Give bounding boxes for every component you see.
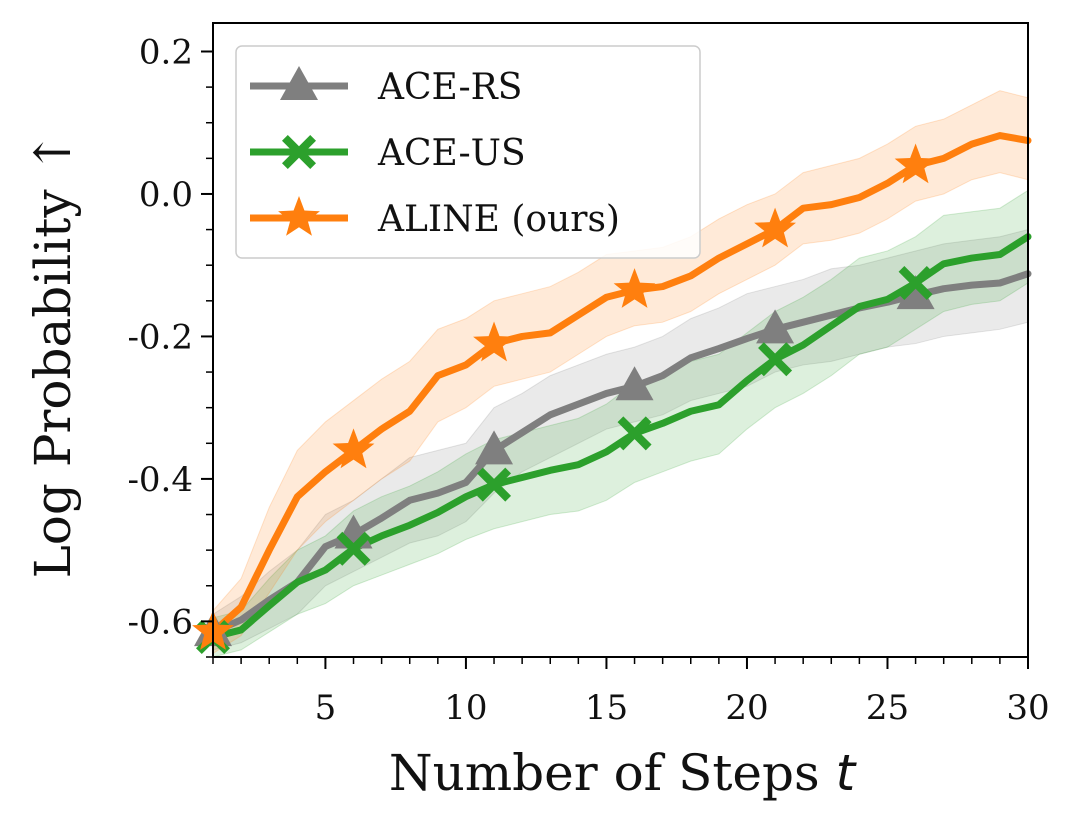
ace-us-marker [758, 342, 793, 377]
ace-us-marker [617, 416, 652, 451]
aline-ours-marker [473, 321, 515, 362]
legend-label-aline-ours: ALINE (ours) [377, 199, 620, 240]
ace-rs-marker [475, 430, 514, 465]
legend: ACE-RS ACE-US ALINE (ours) [235, 45, 701, 259]
x-tick-label: 15 [585, 688, 628, 728]
ace-rs-marker [615, 366, 654, 401]
aline-ours-marker [332, 428, 375, 469]
legend-box [235, 45, 701, 259]
series-markers [192, 143, 937, 655]
x-axis-ticks: 5 10 15 20 25 30 [212, 657, 1050, 728]
legend-marker-ace-rs [280, 66, 318, 100]
y-tick-label: -0.6 [127, 602, 193, 642]
x-tick-label: 10 [444, 688, 487, 728]
aline-ours-marker [754, 207, 796, 248]
y-axis-ticks: -0.6 -0.4 -0.2 0.0 0.2 [127, 32, 213, 658]
ace-us-marker [336, 531, 371, 566]
legend-label-ace-rs: ACE-RS [377, 67, 522, 108]
legend-marker-aline-ours [278, 196, 320, 236]
ace-us-marker [898, 266, 933, 301]
y-tick-label: -0.2 [127, 317, 193, 357]
aline-ours-marker [613, 268, 656, 308]
ace-us-marker [477, 467, 512, 502]
legend-marker-ace-us [282, 135, 316, 169]
legend-label-ace-us: ACE-US [377, 133, 526, 174]
y-axis-title: Log Probability ↑ [24, 132, 82, 579]
x-tick-label: 20 [725, 688, 768, 728]
x-tick-label: 5 [315, 688, 337, 728]
x-axis-title-variable: t [836, 744, 858, 802]
y-tick-label: 0.2 [139, 32, 193, 72]
y-tick-label: -0.4 [127, 460, 193, 500]
ace-rs-marker [756, 309, 795, 344]
x-axis-title: Number of Steps t [389, 744, 858, 802]
x-axis-title-text: Number of Steps [389, 744, 820, 802]
plot-area-frame [212, 22, 1029, 658]
x-tick-label: 25 [866, 688, 909, 728]
aline-ours-marker [894, 143, 937, 184]
y-tick-label: 0.0 [139, 175, 193, 215]
ace-rs-marker [896, 275, 935, 310]
x-tick-label: 30 [1006, 688, 1049, 728]
